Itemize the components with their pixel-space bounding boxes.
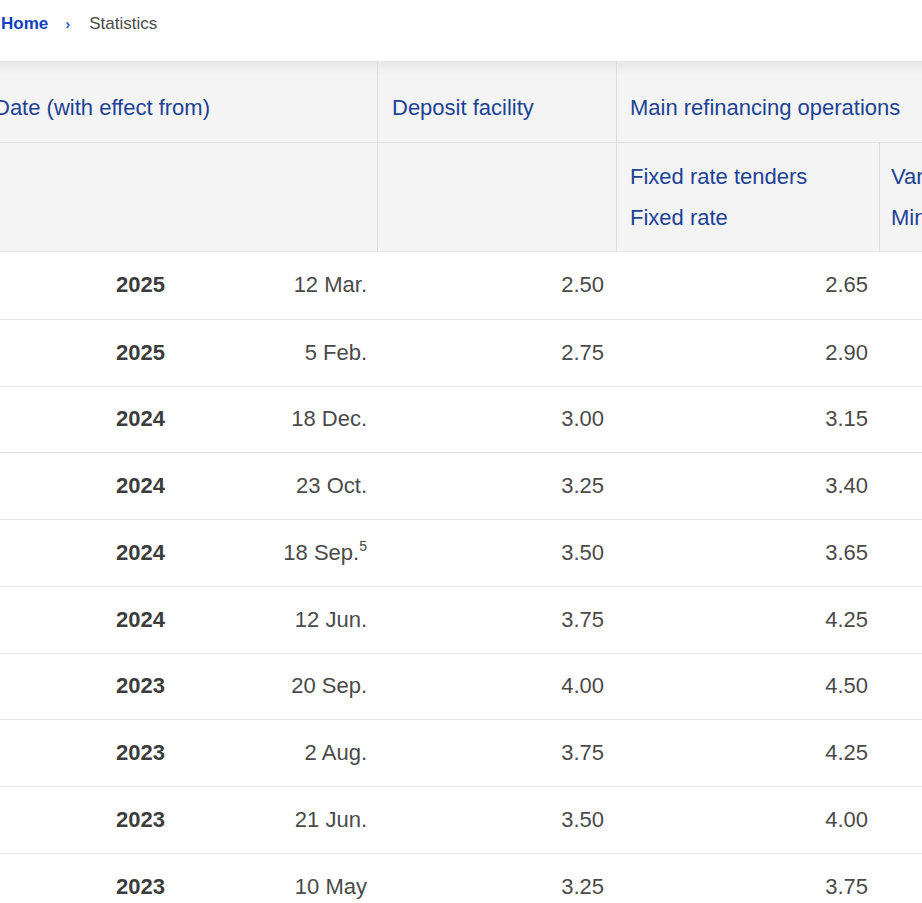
- deposit-facility-cell: 3.00: [378, 406, 617, 432]
- subheader-variable-line2: Minimum bid rate: [891, 197, 922, 238]
- deposit-facility-cell: 3.75: [378, 740, 617, 766]
- date-label: 10 May: [295, 874, 367, 899]
- deposit-facility-cell: 3.25: [378, 874, 617, 900]
- table-row: 2024 18 Sep.5 3.50 3.65: [0, 519, 922, 586]
- col-header-date: Date (with effect from): [0, 61, 378, 143]
- breadcrumb-current-page: Statistics: [89, 14, 157, 34]
- footnote-reference: 5: [359, 538, 367, 554]
- date-cell: 23 Oct.: [165, 473, 378, 499]
- col-header-date-label: Date (with effect from): [0, 95, 210, 121]
- year-cell: 2023: [0, 874, 165, 900]
- deposit-facility-cell: 4.00: [378, 673, 617, 699]
- table-header: Date (with effect from) Deposit facility…: [0, 61, 922, 252]
- chevron-right-icon: ›: [65, 15, 70, 32]
- table-body: 2025 12 Mar. 2.50 2.65 2025 5 Feb. 2.75 …: [0, 252, 922, 903]
- deposit-facility-cell: 3.50: [378, 807, 617, 833]
- key-interest-rates-table: Date (with effect from) Deposit facility…: [0, 61, 922, 903]
- date-cell: 10 May: [165, 874, 378, 900]
- subheader-variable-rate-tenders: Variable rate tenders Minimum bid rate: [880, 143, 922, 251]
- date-label: 12 Mar.: [294, 272, 367, 297]
- year-cell: 2023: [0, 740, 165, 766]
- deposit-facility-cell: 2.75: [378, 340, 617, 366]
- table-row: 2024 12 Jun. 3.75 4.25: [0, 586, 922, 653]
- main-refinancing-fixed-cell: 3.15: [617, 406, 880, 432]
- table-row: 2023 10 May 3.25 3.75: [0, 853, 922, 903]
- year-cell: 2025: [0, 272, 165, 298]
- year-cell: 2024: [0, 406, 165, 432]
- date-cell: 18 Dec.: [165, 406, 378, 432]
- year-cell: 2024: [0, 607, 165, 633]
- main-refinancing-fixed-cell: 4.25: [617, 607, 880, 633]
- main-refinancing-fixed-cell: 3.40: [617, 473, 880, 499]
- date-label: 5 Feb.: [305, 340, 367, 365]
- date-label: 2 Aug.: [305, 740, 367, 765]
- statistics-page: Home › Statistics Date (with effect from…: [0, 0, 922, 903]
- date-cell: 5 Feb.: [165, 340, 378, 366]
- year-cell: 2024: [0, 473, 165, 499]
- table-row: 2025 12 Mar. 2.50 2.65: [0, 252, 922, 319]
- date-cell: 12 Jun.: [165, 607, 378, 633]
- date-label: 18 Dec.: [291, 406, 367, 431]
- table-row: 2023 21 Jun. 3.50 4.00: [0, 786, 922, 853]
- table-row: 2023 20 Sep. 4.00 4.50: [0, 653, 922, 720]
- date-cell: 20 Sep.: [165, 673, 378, 699]
- main-refinancing-fixed-cell: 2.65: [617, 272, 880, 298]
- subheader-deposit-spacer: [378, 143, 617, 251]
- subheader-fixed-line1: Fixed rate tenders: [630, 156, 879, 197]
- col-header-deposit-facility: Deposit facility: [378, 61, 617, 143]
- main-refinancing-fixed-cell: 4.25: [617, 740, 880, 766]
- date-label: 12 Jun.: [295, 607, 367, 632]
- year-cell: 2023: [0, 807, 165, 833]
- date-cell: 21 Jun.: [165, 807, 378, 833]
- date-label: 21 Jun.: [295, 807, 367, 832]
- main-refinancing-fixed-cell: 2.90: [617, 340, 880, 366]
- year-cell: 2024: [0, 540, 165, 566]
- col-header-main-refinancing: Main refinancing operations: [617, 61, 922, 143]
- subheader-fixed-line2: Fixed rate: [630, 197, 879, 238]
- breadcrumb-home-link[interactable]: Home: [1, 14, 48, 34]
- subheader-variable-line1: Variable rate tenders: [891, 156, 922, 197]
- table-row: 2024 18 Dec. 3.00 3.15: [0, 386, 922, 453]
- year-cell: 2023: [0, 673, 165, 699]
- breadcrumb: Home › Statistics: [0, 0, 922, 61]
- main-refinancing-fixed-cell: 4.50: [617, 673, 880, 699]
- table-row: 2024 23 Oct. 3.25 3.40: [0, 452, 922, 519]
- deposit-facility-cell: 3.75: [378, 607, 617, 633]
- deposit-facility-cell: 3.25: [378, 473, 617, 499]
- date-cell: 2 Aug.: [165, 740, 378, 766]
- date-label: 20 Sep.: [291, 673, 367, 698]
- main-refinancing-fixed-cell: 3.65: [617, 540, 880, 566]
- table-row: 2025 5 Feb. 2.75 2.90: [0, 319, 922, 386]
- date-cell: 18 Sep.5: [165, 540, 378, 566]
- main-refinancing-fixed-cell: 4.00: [617, 807, 880, 833]
- date-cell: 12 Mar.: [165, 272, 378, 298]
- date-label: 23 Oct.: [296, 473, 367, 498]
- subheader-fixed-rate-tenders: Fixed rate tenders Fixed rate: [617, 143, 880, 251]
- table-row: 2023 2 Aug. 3.75 4.25: [0, 719, 922, 786]
- main-refinancing-fixed-cell: 3.75: [617, 874, 880, 900]
- date-label: 18 Sep.: [283, 540, 359, 565]
- deposit-facility-cell: 3.50: [378, 540, 617, 566]
- subheader-date-spacer: [0, 143, 378, 251]
- deposit-facility-cell: 2.50: [378, 272, 617, 298]
- year-cell: 2025: [0, 340, 165, 366]
